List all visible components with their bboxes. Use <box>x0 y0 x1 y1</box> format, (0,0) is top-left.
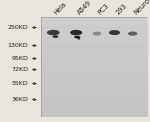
Ellipse shape <box>93 32 101 36</box>
Ellipse shape <box>78 38 80 40</box>
Text: Hela: Hela <box>53 1 68 16</box>
Text: A549: A549 <box>76 0 93 16</box>
Text: 72KD: 72KD <box>11 67 28 72</box>
Ellipse shape <box>70 30 82 35</box>
Ellipse shape <box>52 35 58 38</box>
Text: 55KD: 55KD <box>12 81 28 86</box>
Text: Neuro-2: Neuro-2 <box>133 0 150 16</box>
Text: PC3: PC3 <box>97 3 110 16</box>
Ellipse shape <box>109 30 120 35</box>
Text: 36KD: 36KD <box>11 97 28 102</box>
Text: 95KD: 95KD <box>11 56 28 61</box>
Text: 130KD: 130KD <box>8 43 28 48</box>
Ellipse shape <box>128 31 137 36</box>
Text: 250KD: 250KD <box>8 25 28 30</box>
Text: 293: 293 <box>114 3 128 16</box>
Ellipse shape <box>74 36 80 38</box>
Ellipse shape <box>47 30 60 35</box>
